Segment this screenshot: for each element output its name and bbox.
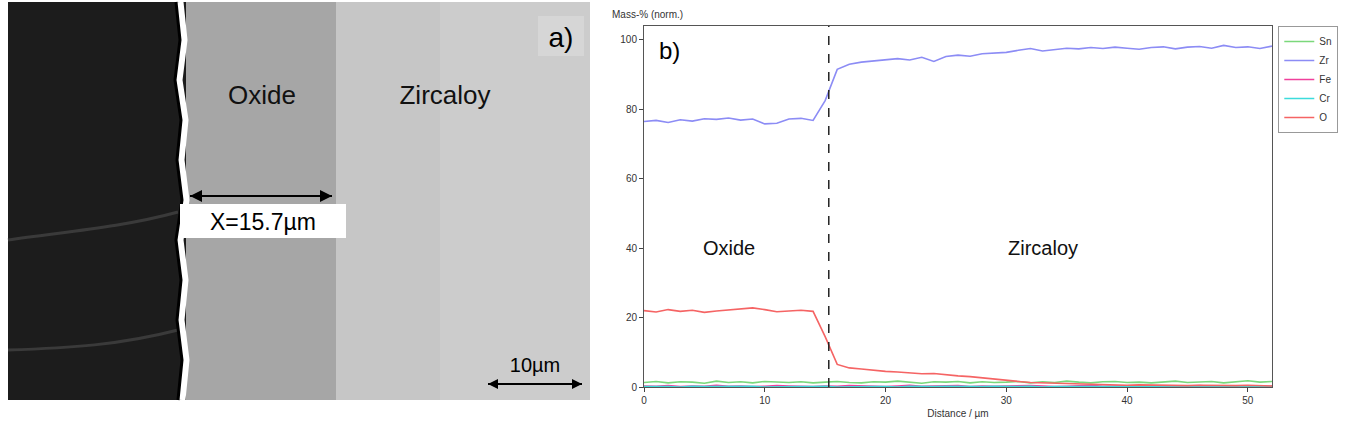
svg-text:Fe: Fe bbox=[1319, 74, 1331, 85]
svg-text:40: 40 bbox=[1122, 395, 1134, 406]
svg-text:b): b) bbox=[659, 37, 680, 64]
svg-text:Cr: Cr bbox=[1319, 93, 1330, 104]
svg-text:20: 20 bbox=[626, 312, 638, 323]
svg-text:40: 40 bbox=[626, 243, 638, 254]
svg-text:Sn: Sn bbox=[1319, 36, 1331, 47]
svg-text:10µm: 10µm bbox=[510, 354, 560, 376]
svg-text:80: 80 bbox=[626, 104, 638, 115]
svg-text:0: 0 bbox=[641, 395, 647, 406]
svg-text:X=15.7µm: X=15.7µm bbox=[210, 209, 316, 235]
svg-text:100: 100 bbox=[620, 34, 637, 45]
svg-text:Oxide: Oxide bbox=[228, 80, 296, 110]
svg-text:Distance / µm: Distance / µm bbox=[927, 408, 988, 419]
svg-text:60: 60 bbox=[626, 173, 638, 184]
svg-text:Oxide: Oxide bbox=[703, 237, 755, 259]
svg-text:0: 0 bbox=[631, 382, 637, 393]
svg-text:50: 50 bbox=[1242, 395, 1254, 406]
svg-text:a): a) bbox=[549, 22, 574, 53]
svg-text:10: 10 bbox=[759, 395, 771, 406]
svg-text:Zircaloy: Zircaloy bbox=[1008, 237, 1078, 259]
svg-text:Zircaloy: Zircaloy bbox=[399, 80, 490, 110]
svg-text:Zr: Zr bbox=[1319, 55, 1329, 66]
svg-text:20: 20 bbox=[880, 395, 892, 406]
svg-text:Mass-% (norm.): Mass-% (norm.) bbox=[612, 9, 683, 20]
svg-text:O: O bbox=[1319, 112, 1327, 123]
svg-text:30: 30 bbox=[1001, 395, 1013, 406]
